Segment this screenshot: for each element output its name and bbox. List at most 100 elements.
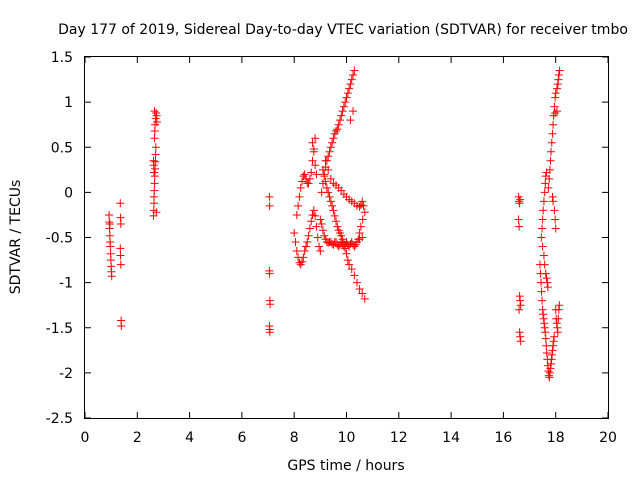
data-point: [553, 84, 562, 93]
data-point: [347, 265, 356, 274]
data-point: [292, 247, 301, 256]
data-point: [321, 156, 330, 165]
data-point: [360, 294, 369, 303]
data-point: [151, 143, 160, 152]
data-point: [322, 183, 331, 192]
data-point: [358, 233, 367, 242]
data-point: [149, 161, 158, 170]
data-point: [308, 156, 317, 165]
data-point: [105, 210, 114, 219]
data-point: [341, 98, 350, 107]
data-point: [116, 219, 125, 228]
chart-title: Day 177 of 2019, Sidereal Day-to-day VTE…: [58, 22, 628, 38]
data-point: [356, 222, 365, 231]
data-point: [549, 120, 558, 129]
data-point: [553, 323, 562, 332]
data-point: [542, 274, 551, 283]
data-point: [540, 188, 549, 197]
data-point: [300, 247, 309, 256]
data-point: [329, 134, 338, 143]
data-point: [326, 197, 335, 206]
data-point: [116, 251, 125, 260]
data-point: [305, 174, 314, 183]
data-point: [305, 224, 314, 233]
data-point: [304, 231, 313, 240]
data-point: [544, 183, 553, 192]
data-point: [355, 202, 364, 211]
data-point: [516, 301, 525, 310]
data-point: [292, 210, 301, 219]
data-point: [514, 215, 523, 224]
data-point: [291, 238, 300, 247]
data-point: [537, 287, 546, 296]
data-point: [265, 201, 274, 210]
data-point: [546, 359, 555, 368]
data-point: [116, 244, 125, 253]
data-point: [358, 289, 367, 298]
data-point: [320, 172, 329, 181]
data-point: [545, 165, 554, 174]
data-point: [150, 168, 159, 177]
data-point: [550, 206, 559, 215]
data-point: [316, 215, 325, 224]
data-point: [554, 314, 563, 323]
y-tick-label: 0: [64, 185, 73, 201]
data-point: [516, 296, 525, 305]
data-point: [333, 125, 342, 134]
data-point: [358, 197, 367, 206]
data-point: [554, 75, 563, 84]
data-point: [326, 143, 335, 152]
data-point: [342, 93, 351, 102]
data-point: [301, 242, 310, 251]
data-point: [553, 80, 562, 89]
data-point: [551, 108, 560, 117]
data-point: [538, 242, 547, 251]
data-point: [516, 195, 525, 204]
data-point: [545, 368, 554, 377]
x-tick-label: 12: [390, 430, 408, 446]
data-point: [540, 323, 549, 332]
x-tick-label: 10: [338, 430, 356, 446]
data-point: [555, 66, 564, 75]
data-point: [555, 301, 564, 310]
data-point: [538, 296, 547, 305]
data-point: [349, 71, 358, 80]
data-point: [318, 226, 327, 235]
data-point: [152, 117, 161, 126]
data-point: [545, 373, 554, 382]
data-point: [515, 328, 524, 337]
data-point: [321, 177, 330, 186]
data-points: [105, 66, 564, 382]
data-point: [541, 179, 550, 188]
data-point: [324, 165, 333, 174]
data-point: [320, 231, 329, 240]
data-point: [299, 253, 308, 262]
data-point: [352, 278, 361, 287]
data-point: [290, 228, 299, 237]
data-point: [313, 233, 322, 242]
plot-frame: [84, 56, 609, 419]
data-point: [294, 201, 303, 210]
data-point: [358, 215, 367, 224]
data-point: [350, 66, 359, 75]
data-point: [350, 242, 359, 251]
data-point: [341, 244, 350, 253]
data-point: [295, 192, 304, 201]
data-point: [546, 147, 555, 156]
data-point: [337, 231, 346, 240]
data-point: [311, 211, 320, 220]
data-point: [265, 328, 274, 337]
data-point: [150, 134, 159, 143]
data-point: [355, 228, 364, 237]
data-point: [549, 197, 558, 206]
data-point: [309, 206, 318, 215]
data-point: [332, 217, 341, 226]
data-point: [515, 197, 524, 206]
data-point: [312, 170, 321, 179]
data-point: [541, 328, 550, 337]
data-point: [548, 350, 557, 359]
x-tick-label: 20: [599, 430, 617, 446]
y-tick-label: -1: [59, 276, 73, 292]
data-point: [311, 134, 320, 143]
data-point: [324, 188, 333, 197]
